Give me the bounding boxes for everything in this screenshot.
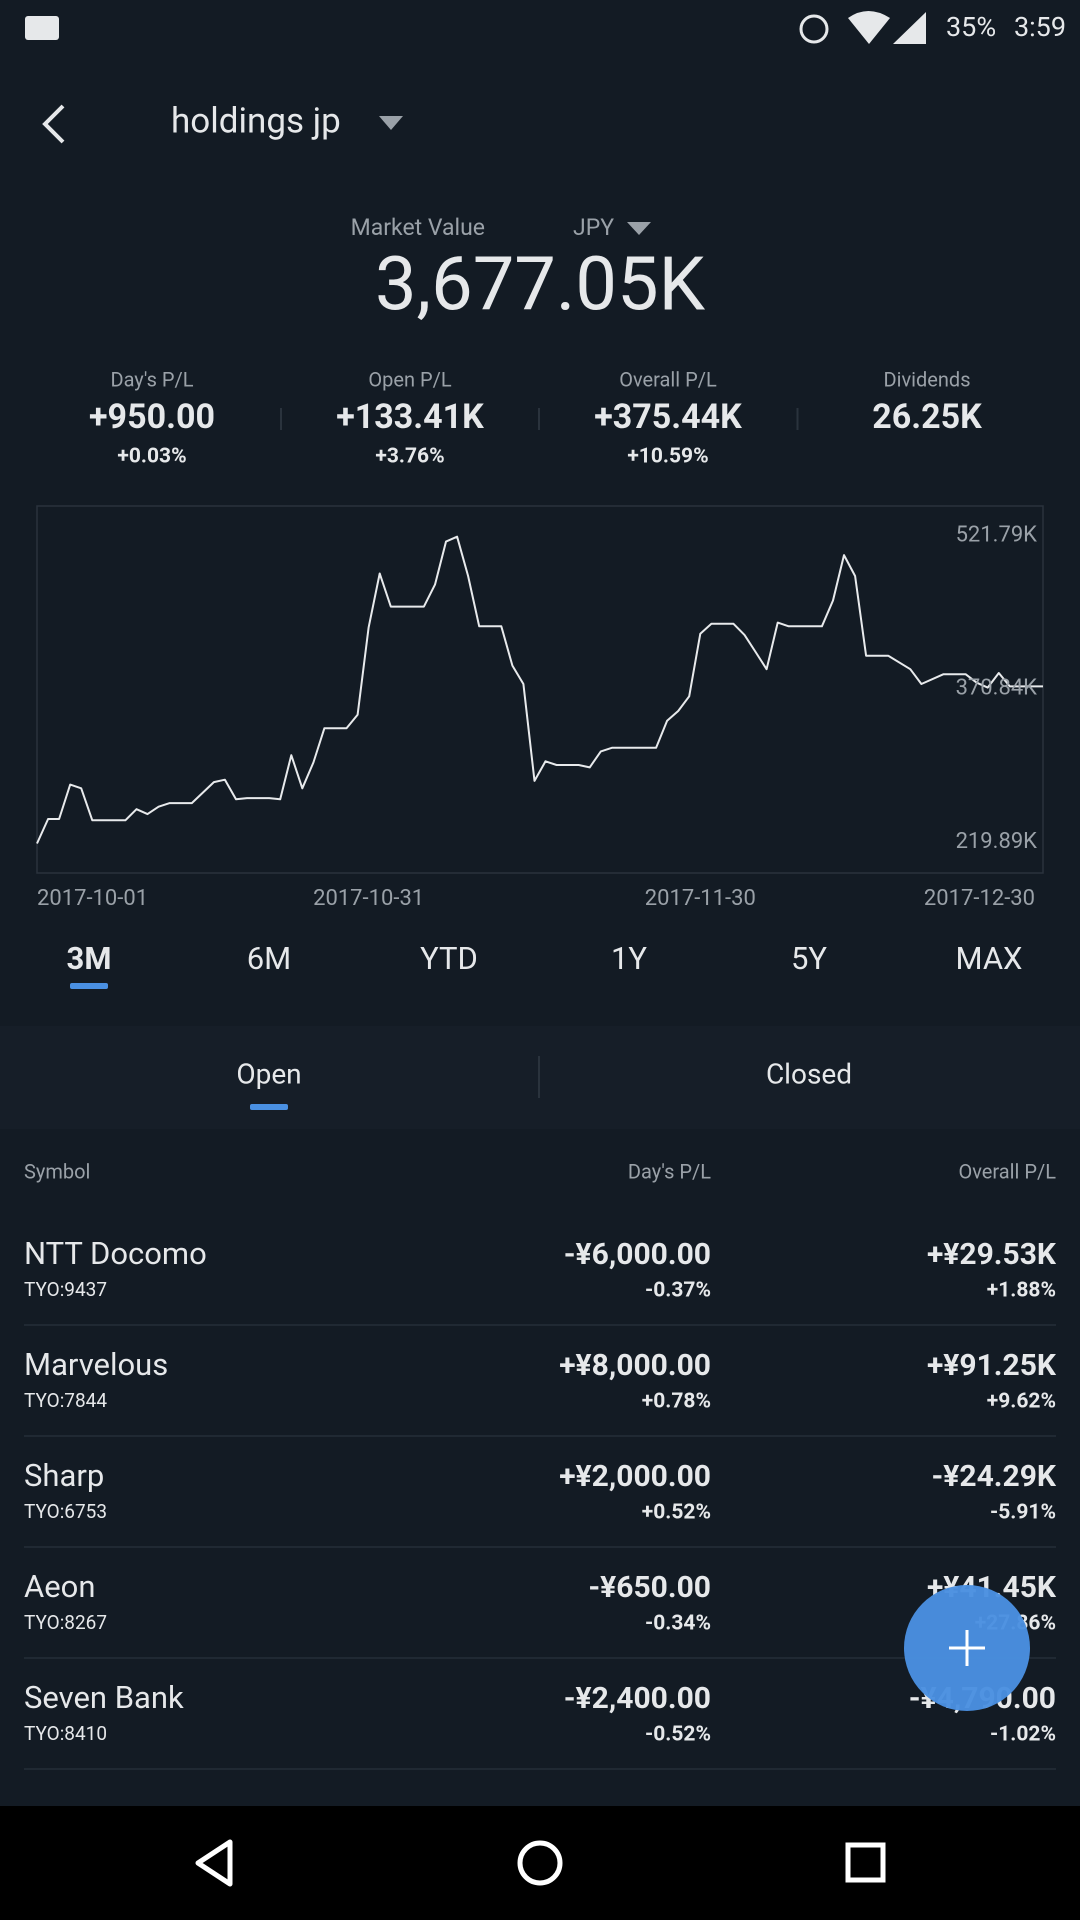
holding-name: NTT Docomo	[24, 1235, 207, 1272]
nav-bar	[0, 1806, 1080, 1920]
overall-pct: +1.88%	[987, 1279, 1056, 1303]
market-value: 3,677.05K	[375, 242, 706, 329]
holding-name: Aeon	[24, 1568, 95, 1605]
market-value-label: Market Value	[351, 214, 485, 241]
column-header: Symbol	[24, 1159, 90, 1183]
chart-frame	[36, 505, 1044, 874]
holding-symbol: TYO:8410	[24, 1722, 107, 1745]
overall-pl: -¥24.29K	[931, 1459, 1056, 1494]
stat-change: +0.03%	[117, 445, 186, 469]
range-tab[interactable]: 5Y	[791, 940, 827, 977]
range-tab[interactable]: 6M	[247, 940, 292, 977]
day-pl: -¥6,000.00	[564, 1237, 711, 1272]
add-icon	[949, 1630, 985, 1666]
y-tick-label: 521.79K	[956, 522, 1038, 547]
range-tabs: 3M 6M YTD 1Y 5Y MAX	[67, 940, 1023, 989]
stat-change: +10.59%	[627, 445, 708, 469]
battery: 35%	[946, 11, 996, 43]
stat-value: +375.44K	[594, 397, 742, 437]
tab[interactable]: Open	[236, 1057, 301, 1090]
range-tab[interactable]: MAX	[956, 940, 1023, 977]
day-pct: -0.34%	[645, 1612, 711, 1636]
column-header: Overall P/L	[958, 1159, 1056, 1183]
stat-label: Overall P/L	[619, 367, 717, 391]
day-pl: +¥2,000.00	[559, 1459, 711, 1494]
holding-name: Seven Bank	[24, 1679, 184, 1716]
day-pct: -0.52%	[645, 1723, 711, 1747]
stat-value: +950.00	[89, 397, 215, 437]
stat-label: Day's P/L	[110, 367, 193, 391]
x-tick-label: 2017-10-31	[313, 886, 424, 911]
amazon-icon	[25, 16, 59, 40]
wifi-icon	[848, 11, 890, 44]
clock: 3:59	[1014, 11, 1066, 43]
tab[interactable]: Closed	[766, 1057, 852, 1090]
holding-name: Sharp	[24, 1457, 104, 1494]
x-tick-label: 2017-10-01	[37, 886, 148, 911]
portfolio-title[interactable]: holdings jp	[171, 100, 341, 141]
signal-icon	[893, 12, 926, 44]
holding-symbol: TYO:8267	[24, 1611, 107, 1634]
holding-symbol: TYO:6753	[24, 1500, 107, 1523]
currency-dropdown[interactable]	[627, 222, 651, 235]
overall-pl: +¥91.25K	[927, 1348, 1057, 1383]
range-indicator	[70, 983, 108, 989]
day-pct: -0.37%	[645, 1279, 711, 1303]
day-pl: -¥2,400.00	[564, 1681, 711, 1716]
stat-value: 26.25K	[872, 397, 982, 437]
range-tab[interactable]: 3M	[67, 940, 112, 977]
x-tick-label: 2017-11-30	[645, 886, 756, 911]
overall-pct: +9.62%	[987, 1390, 1056, 1414]
currency[interactable]: JPY	[573, 214, 614, 241]
tabs: Open Closed	[236, 1057, 852, 1110]
holding-symbol: TYO:9437	[24, 1278, 107, 1301]
portfolio-dropdown[interactable]	[379, 116, 403, 130]
chart: 521.79K 370.84K 219.89K 2017-10-01 2017-10-3…	[36, 522, 1043, 911]
range-tab[interactable]: 1Y	[611, 940, 647, 977]
stats: Day's P/L +950.00 +0.03% Open P/L +133.41K +3…	[89, 367, 982, 468]
overall-pct: -5.91%	[990, 1501, 1056, 1525]
holding-symbol: TYO:7844	[24, 1389, 107, 1412]
y-tick-label: 219.89K	[956, 829, 1038, 854]
day-pct: +0.52%	[642, 1501, 711, 1525]
nav-home[interactable]	[517, 1840, 563, 1886]
overall-pl: +¥29.53K	[927, 1237, 1057, 1272]
holding-name: Marvelous	[24, 1346, 168, 1383]
y-tick-label: 370.84K	[956, 676, 1038, 701]
price-line	[36, 535, 1043, 844]
nav-recents[interactable]	[845, 1842, 886, 1883]
overall-pct: -1.02%	[990, 1723, 1056, 1747]
alarm-icon	[799, 14, 829, 44]
nav-back[interactable]	[195, 1839, 233, 1887]
day-pl: +¥8,000.00	[559, 1348, 711, 1383]
day-pct: +0.78%	[642, 1390, 711, 1414]
holding-row[interactable]	[0, 1433, 1080, 1544]
stat-change: +3.76%	[375, 445, 444, 469]
stat-label: Open P/L	[368, 367, 451, 391]
back-button[interactable]	[42, 104, 65, 144]
day-pl: -¥650.00	[588, 1570, 711, 1605]
stat-label: Dividends	[883, 367, 970, 391]
x-tick-label: 2017-12-30	[924, 886, 1035, 911]
stat-value: +133.41K	[336, 397, 484, 437]
range-tab[interactable]: YTD	[420, 940, 478, 977]
tab-indicator	[250, 1104, 288, 1110]
column-header: Day's P/L	[628, 1159, 711, 1183]
